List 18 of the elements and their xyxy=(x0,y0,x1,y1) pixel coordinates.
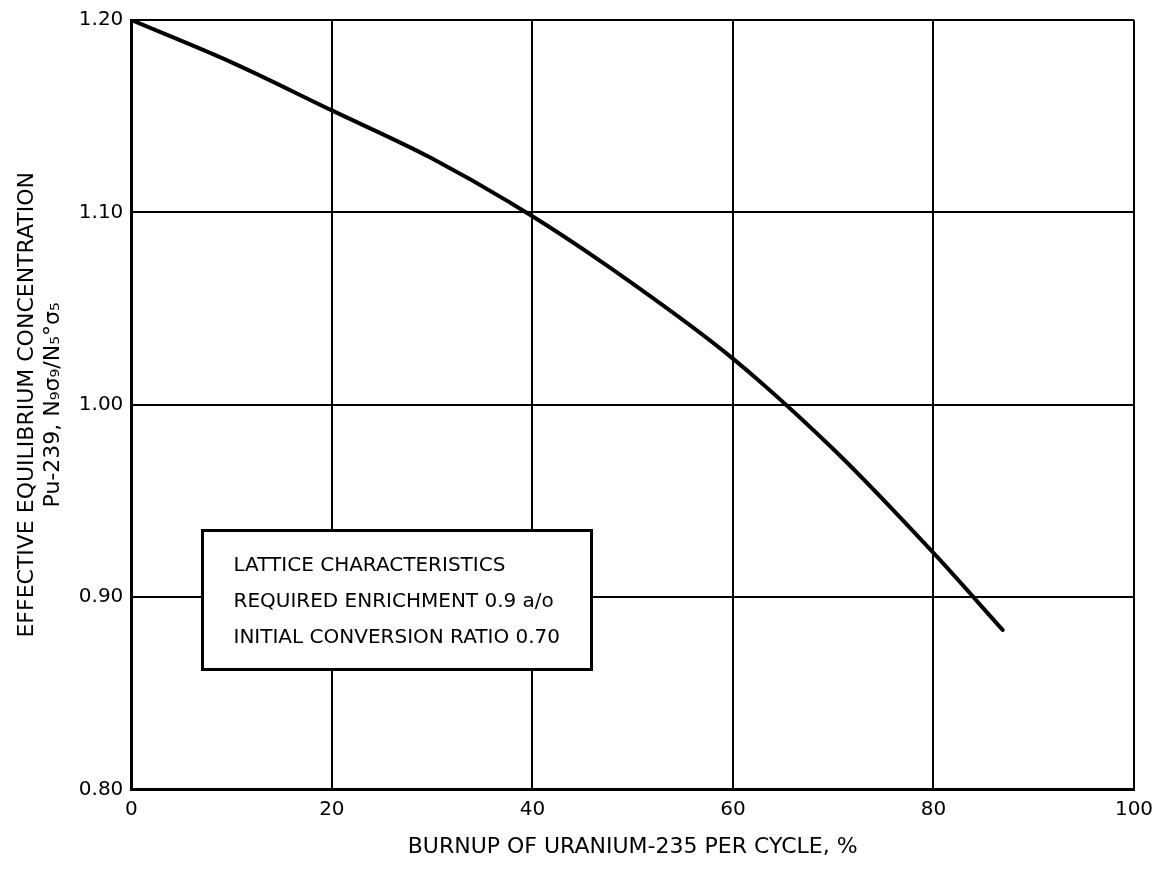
text: EFFECTIVE EQUILIBRIUM CONCENTRATION xyxy=(12,172,38,638)
x-tick-label: 100 xyxy=(1114,795,1154,820)
annotation: LATTICE CHARACTERISTICS xyxy=(233,551,507,579)
y-tick-label: 1.00 xyxy=(78,391,124,415)
annotation: INITIAL CONVERSION RATIO 0.70 xyxy=(233,623,561,651)
y-tick-label: 0.90 xyxy=(78,583,124,608)
x-axis-title: BURNUP OF URANIUM-235 PER CYCLE, % xyxy=(407,832,858,858)
note-box: LATTICE CHARACTERISTICS REQUIRED ENRICHMENT 0.9 a/o INITIAL CONVERSION RATIO 0.70 xyxy=(200,529,594,672)
x-tick-label: 40 xyxy=(519,795,546,820)
x-tick-label: 20 xyxy=(319,795,345,820)
y-tick-label: 1.20 xyxy=(78,6,124,31)
annotation: REQUIRED ENRICHMENT 0.9 a/o xyxy=(233,587,555,615)
x-tick-label: 0 xyxy=(124,795,138,820)
text: Pu-239, N₉σ₉/N₅°σ₅ xyxy=(39,302,65,508)
y-tick-label: 1.10 xyxy=(78,198,124,223)
x-tick-label: 60 xyxy=(720,795,746,820)
y-tick-label: 0.80 xyxy=(78,775,124,800)
x-tick-label: 80 xyxy=(920,795,947,820)
